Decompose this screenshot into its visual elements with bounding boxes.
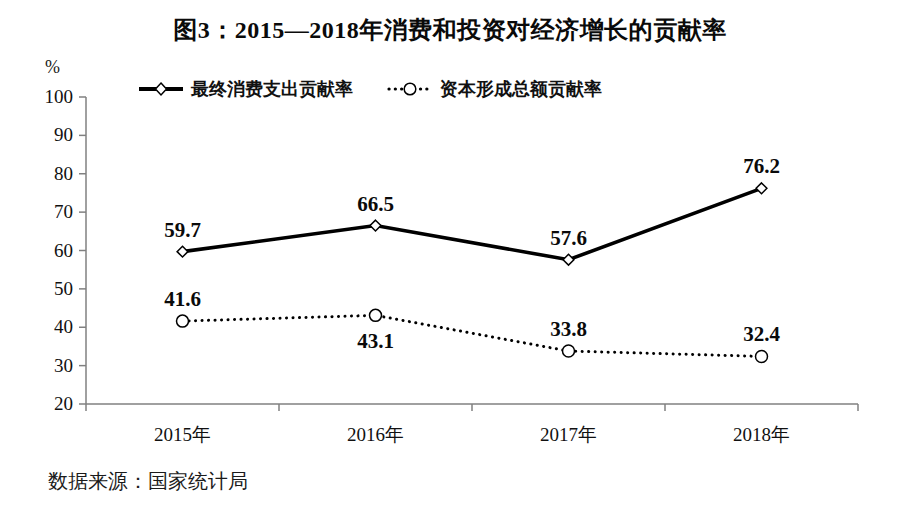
y-tick-label: 30 [54,355,73,376]
diamond-marker [563,254,574,265]
data-point-label: 59.7 [164,218,201,242]
series-line [183,188,762,259]
x-category-label: 2015年 [154,424,211,445]
x-category-label: 2016年 [347,424,404,445]
y-tick-label: 60 [54,240,73,261]
data-point-label: 66.5 [357,192,394,216]
y-tick-label: 40 [54,316,73,337]
data-point-label: 41.6 [164,287,201,311]
series-line [183,315,762,356]
diamond-marker [370,220,381,231]
diamond-marker [756,183,767,194]
figure-container: 图3：2015—2018年消费和投资对经济增长的贡献率 % 最终消费支出贡献率 … [0,0,900,518]
y-tick-label: 90 [54,124,73,145]
circle-marker [177,315,189,327]
line-chart-plot: 20 30 40 50 60 70 80 90 100 2015年 2016年 2017年 2018年 5… [0,0,900,518]
data-point-label: 43.1 [357,329,394,353]
y-tick-label: 100 [45,86,74,107]
x-category-label: 2017年 [540,424,597,445]
data-point-label: 76.2 [743,154,780,178]
data-source-note: 数据来源：国家统计局 [48,468,248,495]
data-point-label: 33.8 [550,317,587,341]
y-tick-label: 70 [54,201,73,222]
data-point-label: 57.6 [550,226,587,250]
data-point-label: 32.4 [743,322,780,346]
circle-marker [563,345,575,357]
x-category-label: 2018年 [733,424,790,445]
diamond-marker [177,246,188,257]
y-tick-label: 20 [54,393,73,414]
circle-marker [756,350,768,362]
y-tick-label: 50 [54,278,73,299]
circle-marker [370,309,382,321]
y-tick-label: 80 [54,163,73,184]
